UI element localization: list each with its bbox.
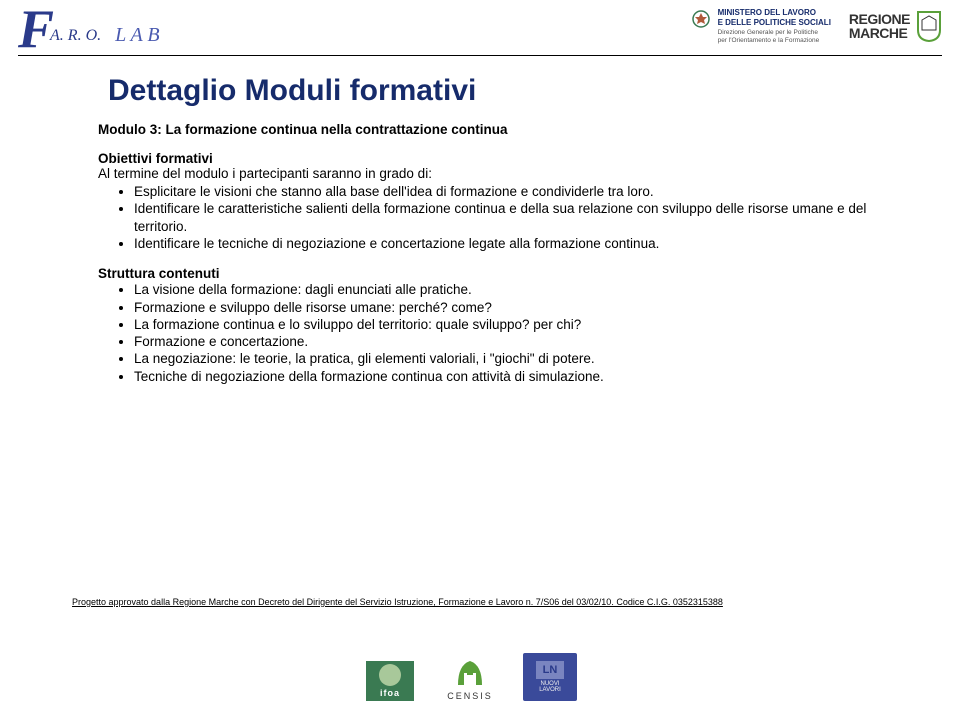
list-item: Tecniche di negoziazione della formazion…	[134, 368, 892, 385]
nuovi-lavori-logo: LN NUOVI LAVORI	[524, 649, 576, 701]
list-item: Esplicitare le visioni che stanno alla b…	[134, 183, 892, 200]
list-item: Formazione e sviluppo delle risorse uman…	[134, 299, 892, 316]
footer-logos: ifoa CENSIS LN NUOVI LAVORI	[0, 649, 940, 701]
regione-line1: REGIONE	[849, 12, 910, 26]
list-item: Formazione e concertazione.	[134, 333, 892, 350]
ifoa-label: ifoa	[380, 688, 400, 698]
header-right-logos: MINISTERO DEL LAVORO E DELLE POLITICHE S…	[690, 8, 942, 45]
obiettivi-intro: Al termine del modulo i partecipanti sar…	[98, 166, 892, 181]
obiettivi-list: Esplicitare le visioni che stanno alla b…	[134, 183, 892, 252]
footer-approval-text: Progetto approvato dalla Regione Marche …	[72, 597, 918, 607]
list-item: La negoziazione: le teorie, la pratica, …	[134, 350, 892, 367]
nuovi-line2: LAVORI	[539, 687, 561, 693]
list-item: Identificare le caratteristiche salienti…	[134, 200, 892, 235]
faro-f-letter: F	[18, 8, 54, 51]
censis-icon	[450, 655, 490, 689]
faro-logo: F A. R. O. L A B	[18, 8, 160, 51]
main-content: Dettaglio Moduli formativi Modulo 3: La …	[0, 56, 960, 385]
obiettivi-heading: Obiettivi formativi	[98, 151, 892, 166]
faro-aro-text: A. R. O.	[50, 27, 101, 45]
list-item: Identificare le tecniche di negoziazione…	[134, 235, 892, 252]
marche-shield-icon	[916, 10, 942, 42]
nuovi-ln-badge: LN	[536, 661, 564, 679]
ministero-line4: per l'Orientamento e la Formazione	[718, 37, 831, 45]
regione-marche-logo: REGIONE MARCHE	[849, 10, 942, 42]
ministero-line3: Direzione Generale per le Politiche	[718, 29, 831, 37]
header-bar: F A. R. O. L A B MINISTERO DEL LAVORO E …	[0, 0, 960, 55]
module-title: Modulo 3: La formazione continua nella c…	[98, 122, 892, 137]
ministero-line2: E DELLE POLITICHE SOCIALI	[718, 18, 831, 28]
struttura-list: La visione della formazione: dagli enunc…	[134, 281, 892, 385]
regione-line2: MARCHE	[849, 26, 910, 40]
ifoa-logo: ifoa	[364, 649, 416, 701]
list-item: La formazione continua e lo sviluppo del…	[134, 316, 892, 333]
faro-lab-text: L A B	[115, 24, 159, 47]
censis-label: CENSIS	[447, 691, 493, 701]
struttura-heading: Struttura contenuti	[98, 266, 892, 281]
censis-logo: CENSIS	[444, 649, 496, 701]
ministero-logo: MINISTERO DEL LAVORO E DELLE POLITICHE S…	[690, 8, 831, 45]
page-title: Dettaglio Moduli formativi	[108, 74, 892, 108]
ministero-line1: MINISTERO DEL LAVORO	[718, 8, 831, 18]
list-item: La visione della formazione: dagli enunc…	[134, 281, 892, 298]
ifoa-circle-icon	[379, 664, 401, 686]
italy-emblem-icon	[690, 8, 712, 32]
